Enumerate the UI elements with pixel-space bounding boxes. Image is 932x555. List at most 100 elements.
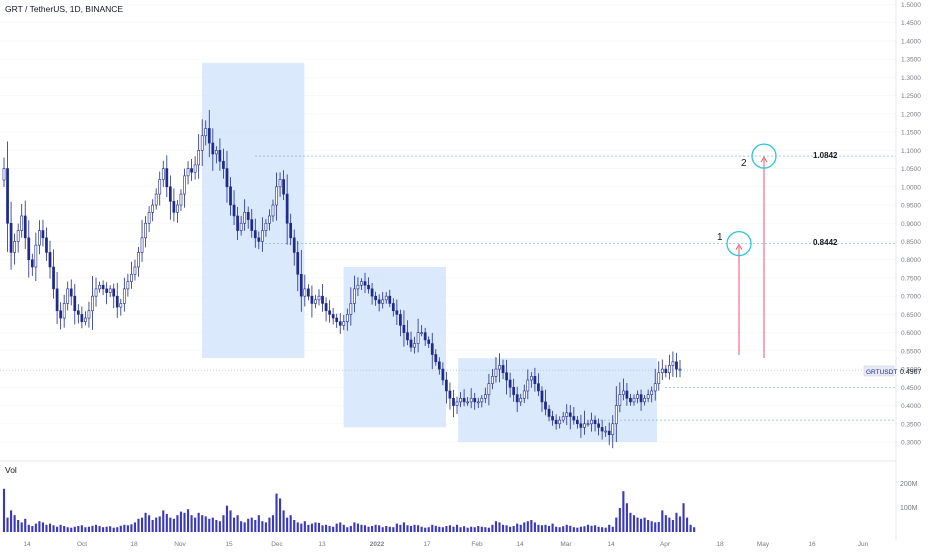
candle[interactable]	[430, 332, 434, 370]
volume-bar[interactable]	[353, 522, 356, 532]
volume-bar[interactable]	[586, 524, 590, 532]
candle[interactable]	[441, 362, 445, 386]
candle[interactable]	[416, 318, 420, 353]
candle[interactable]	[296, 240, 300, 292]
volume-bar[interactable]	[470, 526, 473, 532]
volume-bar[interactable]	[608, 524, 611, 532]
volume-bar[interactable]	[392, 527, 395, 532]
candle[interactable]	[45, 227, 48, 261]
candle[interactable]	[84, 311, 87, 326]
volume-bar[interactable]	[236, 515, 239, 532]
volume-bar[interactable]	[597, 526, 600, 532]
volume-bar[interactable]	[494, 521, 498, 532]
candle[interactable]	[151, 199, 155, 222]
candle[interactable]	[108, 285, 112, 297]
candle[interactable]	[165, 155, 169, 198]
candle[interactable]	[154, 188, 158, 210]
volume-bar[interactable]	[87, 526, 91, 532]
volume-bar[interactable]	[317, 522, 321, 532]
candle[interactable]	[653, 368, 657, 401]
candle[interactable]	[105, 282, 109, 305]
candle[interactable]	[168, 175, 172, 220]
candle[interactable]	[579, 414, 583, 438]
volume-bar[interactable]	[576, 527, 579, 532]
volume-bar[interactable]	[565, 524, 568, 532]
volume-bar[interactable]	[385, 526, 388, 532]
candle[interactable]	[632, 394, 636, 406]
candle[interactable]	[491, 369, 494, 390]
volume-bar[interactable]	[650, 521, 653, 532]
candle[interactable]	[261, 217, 264, 252]
candle[interactable]	[660, 359, 664, 380]
candle[interactable]	[275, 172, 278, 221]
volume-bar[interactable]	[2, 488, 6, 532]
volume-bar[interactable]	[640, 518, 643, 532]
volume-bar[interactable]	[473, 527, 476, 532]
volume-bar[interactable]	[264, 522, 267, 532]
volume-bar[interactable]	[250, 517, 253, 532]
volume-bar[interactable]	[693, 527, 696, 532]
candle[interactable]	[388, 289, 392, 308]
volume-bar[interactable]	[222, 515, 225, 532]
candle[interactable]	[214, 146, 218, 164]
candle[interactable]	[561, 411, 565, 423]
candle[interactable]	[243, 199, 247, 231]
candle[interactable]	[246, 206, 250, 229]
candle[interactable]	[80, 306, 84, 329]
candle[interactable]	[133, 259, 137, 281]
volume-bar[interactable]	[484, 527, 487, 532]
candle[interactable]	[55, 271, 59, 325]
volume-bar[interactable]	[544, 524, 547, 532]
candle[interactable]	[158, 171, 162, 206]
candle[interactable]	[526, 369, 530, 400]
volume-bar[interactable]	[509, 526, 512, 532]
candle[interactable]	[399, 309, 402, 337]
candle[interactable]	[668, 354, 671, 380]
volume-bar[interactable]	[487, 527, 490, 532]
volume-bar[interactable]	[402, 522, 405, 532]
volume-bar[interactable]	[593, 525, 597, 532]
volume-bar[interactable]	[657, 521, 660, 532]
candle[interactable]	[253, 218, 257, 248]
candle[interactable]	[200, 119, 204, 166]
candle[interactable]	[622, 378, 625, 401]
volume-bar[interactable]	[441, 527, 444, 532]
candle[interactable]	[600, 419, 604, 440]
volume-bar[interactable]	[371, 526, 374, 532]
candle[interactable]	[402, 310, 406, 347]
volume-bar[interactable]	[268, 517, 271, 532]
volume-bar[interactable]	[406, 525, 409, 532]
candle[interactable]	[643, 395, 646, 406]
candle[interactable]	[204, 120, 208, 146]
volume-bar[interactable]	[339, 522, 342, 532]
volume-bar[interactable]	[675, 512, 678, 532]
candle[interactable]	[338, 313, 342, 334]
candle[interactable]	[38, 220, 41, 255]
candle[interactable]	[282, 170, 285, 201]
candle[interactable]	[183, 168, 186, 208]
candle[interactable]	[292, 229, 296, 266]
volume-bar[interactable]	[286, 517, 289, 532]
volume-bar[interactable]	[296, 522, 299, 532]
candle[interactable]	[420, 325, 423, 337]
candle[interactable]	[9, 201, 13, 270]
candle[interactable]	[94, 277, 98, 307]
candle[interactable]	[122, 277, 126, 312]
candle[interactable]	[466, 396, 470, 406]
candle[interactable]	[505, 359, 508, 395]
candle[interactable]	[572, 407, 576, 425]
candle[interactable]	[268, 209, 271, 231]
candle[interactable]	[126, 273, 130, 297]
candle[interactable]	[483, 387, 487, 404]
volume-bar[interactable]	[512, 526, 515, 532]
volume-bar[interactable]	[501, 524, 505, 532]
candle[interactable]	[271, 199, 275, 222]
volume-bar[interactable]	[445, 526, 448, 532]
candle[interactable]	[137, 246, 140, 277]
candle[interactable]	[512, 378, 516, 402]
candle[interactable]	[586, 419, 590, 427]
volume-bar[interactable]	[346, 527, 349, 532]
volume-bar[interactable]	[409, 526, 413, 532]
candle[interactable]	[321, 283, 324, 312]
candle[interactable]	[473, 392, 477, 410]
